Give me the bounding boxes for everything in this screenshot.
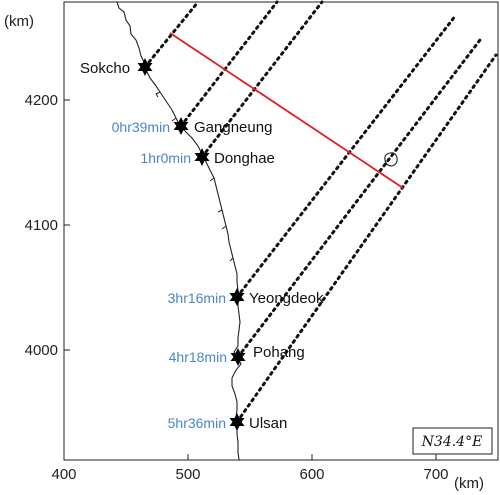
track-line-donghae (200, 0, 324, 159)
x-axis: 400 500 600 700 (51, 454, 449, 483)
map-frame (63, 1, 499, 461)
station-label-ulsan: Ulsan (249, 415, 287, 432)
y-tick-label-4200: 4200 (25, 92, 58, 109)
bearing-label: N34.4°E (421, 434, 483, 450)
station-marker-gangneung (173, 117, 189, 135)
station-marker-yeongdeok (229, 288, 245, 306)
track-lines (143, 0, 498, 424)
track-line-ulsan (235, 53, 498, 424)
x-tick-label-600: 600 (299, 466, 324, 483)
cross-section-line (169, 32, 404, 189)
arrival-time-gangneung: 0hr39min (112, 119, 170, 135)
track-line-pohang (236, 38, 482, 359)
arrival-time-ulsan: 5hr36min (168, 415, 226, 431)
y-axis: 4200 4100 4000 (25, 92, 70, 359)
station-label-yeongdeok: Yeongdeok (249, 290, 324, 307)
station-marker-pohang (230, 348, 246, 366)
station-marker-sokcho (137, 58, 153, 76)
x-tick-label-400: 400 (51, 466, 76, 483)
arrival-time-yeongdeok: 3hr16min (168, 290, 226, 306)
arrival-time-pohang: 4hr18min (169, 349, 227, 365)
station-marker-ulsan (229, 413, 245, 431)
x-tick-label-500: 500 (175, 466, 200, 483)
coastline-inlets (155, 91, 234, 262)
y-tick-label-4100: 4100 (25, 217, 58, 234)
y-tick-label-4000: 4000 (25, 342, 58, 359)
station-label-sokcho: Sokcho (80, 60, 130, 77)
coastline (116, 1, 242, 461)
x-tick-label-700: 700 (423, 466, 448, 483)
station-marker-donghae (194, 148, 210, 166)
track-line-yeongdeok (235, 13, 458, 299)
station-label-pohang: Pohang (253, 344, 305, 361)
arrival-time-donghae: 1hr0min (140, 150, 191, 166)
island-outline (384, 152, 398, 167)
y-unit-label: (km) (4, 13, 34, 30)
station-label-gangneung: Gangneung (194, 119, 272, 136)
bearing-box (412, 427, 493, 455)
station-label-donghae: Donghae (214, 150, 275, 167)
station-markers (137, 58, 246, 431)
track-line-gangneung (179, 0, 279, 128)
x-unit-label: (km) (454, 475, 484, 492)
